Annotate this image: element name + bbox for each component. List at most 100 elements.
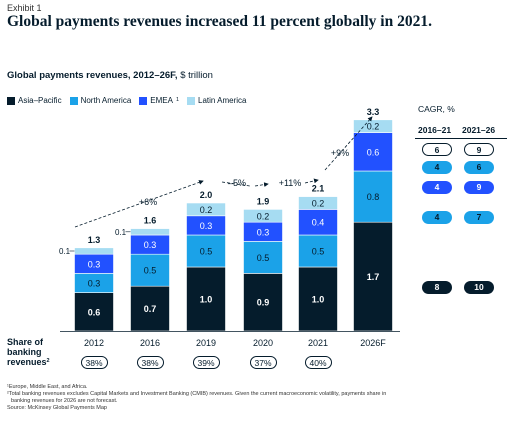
share-label-line-2: banking [7,347,42,357]
cagr-pill: 7 [464,211,494,224]
growth-annotation: +6% [139,197,157,207]
bar-segment [353,221,393,332]
legend-item: Asia–Pacific [7,96,62,105]
x-tick-label: 2012 [84,338,104,348]
bar-segment [74,292,114,332]
legend-swatch [139,96,148,105]
headline: Global payments revenues increased 11 pe… [7,13,432,30]
bar-value-label: 0.3 [257,227,270,237]
chart-subtitle: Global payments revenues, 2012–26F, $ tr… [7,70,213,81]
share-value-pill: 37% [249,356,277,369]
bar-value-label: 0.2 [312,199,325,209]
cagr-pill: 4 [422,211,452,224]
trend-arrow-2012-2019 [74,180,204,228]
cagr-pill: 4 [422,181,452,194]
bar-segment [130,228,170,236]
legend-item: EMEA 1 [139,96,179,105]
share-label-line-3: revenues [7,357,47,367]
cagr-pill: 4 [422,161,452,174]
bar-value-label: 0.5 [257,253,270,263]
legend-label: North America [80,96,132,105]
bar-segment [298,234,338,268]
share-label-line-1: Share of [7,337,44,347]
chart-subtitle-unit: $ trillion [180,70,213,81]
bar-segment [243,273,283,332]
footnote-2-cont: banking revenues for 2026 are not foreca… [11,398,118,404]
share-label-footnote: 2 [46,358,50,364]
cagr-header-2016-21: 2016–21 [418,125,452,135]
share-value-pill: 40% [304,356,332,369]
bar-value-label: 0.5 [200,247,213,257]
cagr-pill: 6 [422,143,452,156]
bar-segment [130,253,170,287]
cagr-pill: 9 [464,143,494,156]
bar-value-label: 1.7 [367,272,380,282]
footnote-1: ¹Europe, Middle East, and Africa. [7,384,88,390]
bar-value-label: 0.3 [200,221,213,231]
chart-legend: Asia–Pacific North America EMEA 1 Latin Amer… [7,96,246,105]
legend-swatch [187,96,195,105]
bar-segment [353,170,393,223]
cagr-title: CAGR, % [418,104,455,114]
bar-value-label: 0.1 [115,228,127,237]
bar-value-label: 0.5 [312,247,325,257]
bar-total-label: 3.3 [367,107,380,117]
trend-arrow-2020 [254,182,269,187]
bar-segment [74,247,114,255]
source: Source: McKinsey Global Payments Map [7,405,107,411]
bar-segment [353,119,393,133]
cagr-pill: 10 [464,281,494,294]
bar-total-label: 2.0 [200,190,213,200]
legend-item: Latin America [187,96,246,105]
bar-value-label: 0.2 [257,211,270,221]
cagr-pill: 8 [422,281,452,294]
footnote-2: ²Total banking revenues excludes Capital… [7,391,387,397]
x-tick-label: 2016 [140,338,160,348]
exhibit-label: Exhibit 1 [7,3,42,13]
share-of-banking-revenues-label: Share of banking revenues2 [7,337,50,367]
cagr-header-2021-26: 2021–26 [462,125,496,135]
bar-segment [186,234,226,268]
legend-swatch [69,96,78,105]
cagr-pill: 9 [464,181,494,194]
x-tick-label: 2019 [196,338,216,348]
share-value-pill: 38% [136,356,164,369]
bar-value-label: 0.3 [144,240,157,250]
chart-subtitle-bold: Global payments revenues, 2012–26F, [7,70,178,81]
footnotes: ¹Europe, Middle East, and Africa. ²Total… [7,384,507,412]
trend-arrow-2021 [304,178,319,184]
bar-value-label: 0.7 [144,304,157,314]
x-tick-label: 2026F [360,338,386,348]
bar-value-label: 0.3 [88,259,101,269]
bar-value-label: 1.0 [312,295,325,305]
x-tick-label: 2021 [308,338,328,348]
legend-item: North America [69,96,132,105]
bar-total-label: 2.1 [312,184,325,194]
legend-label: Asia–Pacific [18,96,62,105]
bar-value-label: 0.5 [144,266,157,276]
bar-value-label: 0.2 [200,205,213,215]
share-value-pill: 38% [80,356,108,369]
bar-total-label: 1.6 [144,216,157,226]
bar-value-label: 0.1 [59,247,71,256]
bar-segment [298,266,338,332]
bar-value-label: 0.2 [367,122,380,132]
bar-segment [243,209,283,223]
share-value-pill: 39% [192,356,220,369]
bar-segment [243,241,283,274]
bar-total-label: 1.9 [257,196,270,206]
bar-value-label: 0.3 [88,279,101,289]
legend-label: Latin America [198,96,247,105]
bar-segment [353,132,393,172]
bar-value-label: 0.6 [367,147,380,157]
bar-value-label: 0.8 [367,192,380,202]
legend-label: EMEA [150,96,173,105]
bar-value-label: 0.4 [312,218,325,228]
legend-swatch [7,96,15,105]
growth-annotation: +11% [279,178,302,188]
growth-annotation: –5% [228,178,246,188]
bar-segment [186,202,226,217]
cagr-divider [415,138,507,139]
bar-value-label: 1.0 [200,295,213,305]
